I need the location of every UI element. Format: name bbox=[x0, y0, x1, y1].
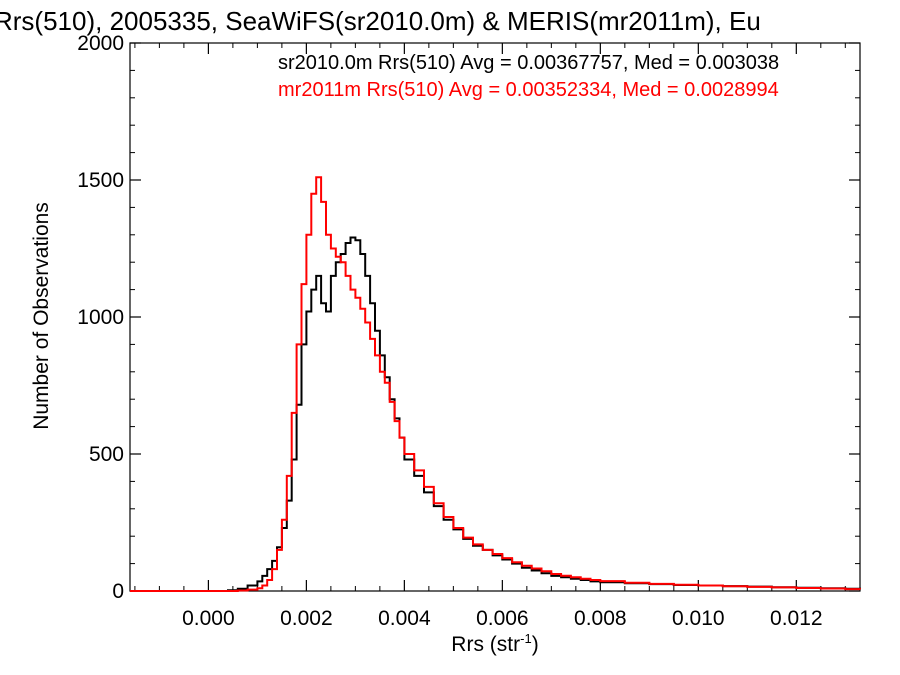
y-tick-label: 2000 bbox=[77, 32, 124, 55]
histogram-series-1 bbox=[130, 236, 861, 592]
x-tick-label: 0.012 bbox=[770, 607, 823, 630]
y-tick-label: 0 bbox=[112, 580, 124, 603]
legend-entry-series-2: mr2011m Rrs(510) Avg = 0.00352334, Med =… bbox=[278, 79, 779, 101]
x-axis-label-close: ) bbox=[532, 633, 539, 656]
y-axis-label: Number of Observations bbox=[30, 202, 53, 430]
x-axis-label: Rrs (str-1) bbox=[451, 631, 538, 656]
y-axis-ticks: 0 500 1000 1500 2000 bbox=[77, 32, 860, 603]
y-tick-label: 1000 bbox=[77, 306, 124, 329]
x-tick-label: 0.002 bbox=[280, 607, 333, 630]
x-tick-label: 0.000 bbox=[182, 607, 235, 630]
y-tick-label: 1500 bbox=[77, 169, 124, 192]
legend-entry-series-1: sr2010.0m Rrs(510) Avg = 0.00367757, Med… bbox=[278, 52, 779, 74]
series-layer bbox=[130, 176, 861, 592]
x-axis-ticks: 0.000 0.002 0.004 0.006 0.008 0.010 0.012 bbox=[134, 43, 846, 630]
x-tick-label: 0.010 bbox=[672, 607, 725, 630]
x-tick-label: 0.006 bbox=[476, 607, 529, 630]
histogram-series-2 bbox=[130, 176, 861, 592]
chart-title: Rrs(510), 2005335, SeaWiFS(sr2010.0m) & … bbox=[0, 6, 761, 36]
x-axis-label-main: Rrs (str bbox=[451, 633, 520, 656]
x-tick-label: 0.008 bbox=[574, 607, 627, 630]
x-tick-label: 0.004 bbox=[378, 607, 431, 630]
y-tick-label: 500 bbox=[89, 443, 124, 466]
x-axis-label-superscript: -1 bbox=[520, 631, 532, 646]
plot-frame bbox=[129, 42, 861, 592]
